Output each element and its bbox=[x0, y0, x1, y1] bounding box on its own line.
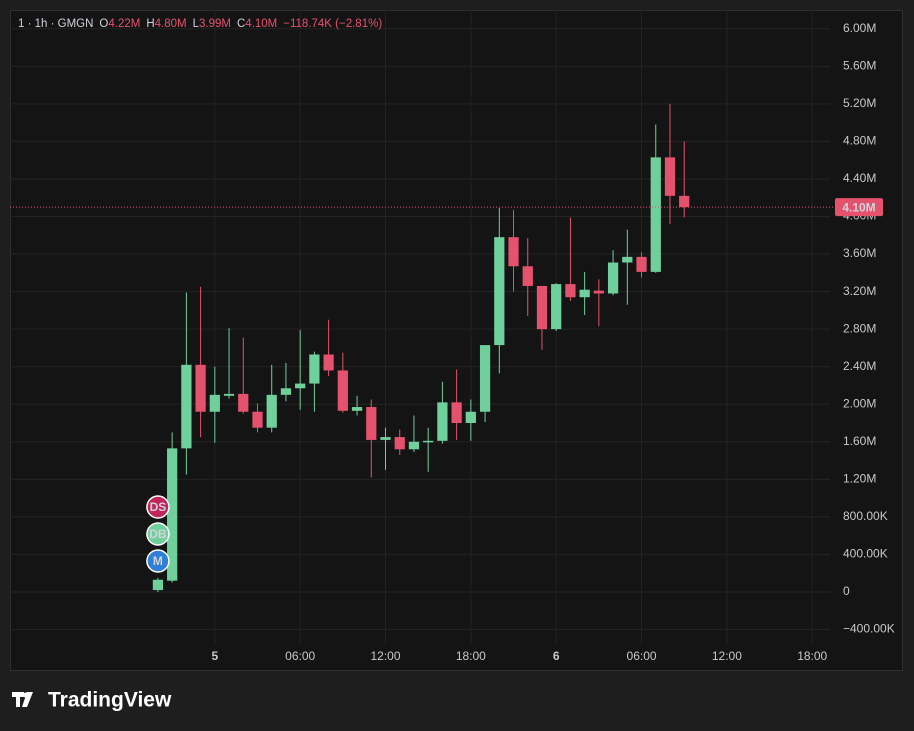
y-tick-label: 2.00M bbox=[843, 396, 876, 410]
event-marker bbox=[146, 522, 170, 546]
ohlc-value: 4.22M bbox=[108, 18, 140, 30]
change: −118.74K (−2.81%) bbox=[283, 18, 382, 30]
candle-body bbox=[579, 289, 590, 298]
event-marker bbox=[146, 549, 170, 573]
candle-body bbox=[366, 407, 377, 440]
candle-body bbox=[622, 256, 633, 263]
candle-body bbox=[465, 411, 476, 424]
candle-body bbox=[323, 354, 334, 371]
logo: TradingView bbox=[12, 689, 172, 712]
logo-dot bbox=[23, 692, 29, 698]
ohlc-key: L bbox=[193, 18, 200, 30]
candle-body bbox=[650, 157, 661, 272]
y-tick-label: 1.60M bbox=[843, 434, 876, 448]
ohlc-key: C bbox=[237, 18, 245, 30]
brand: TradingView bbox=[48, 689, 172, 712]
header: 1 · 1h · GMGN O4.22M H4.80M L3.99M C4.10M −11… bbox=[18, 18, 382, 30]
event-marker-label: M bbox=[153, 554, 163, 568]
ohlc-key: O bbox=[99, 18, 108, 30]
candle-body bbox=[679, 195, 690, 208]
candle-body bbox=[565, 284, 576, 298]
candle-body bbox=[266, 394, 277, 428]
candle-body bbox=[167, 448, 178, 581]
candle-body bbox=[238, 393, 249, 412]
x-tick-label: 12:00 bbox=[370, 649, 400, 663]
candle-body bbox=[664, 157, 676, 196]
y-tick-label: 2.80M bbox=[843, 321, 876, 335]
candle-body bbox=[380, 437, 391, 440]
x-tick-label: 12:00 bbox=[712, 649, 742, 663]
candle-body bbox=[536, 285, 548, 330]
x-tick-label: 18:00 bbox=[797, 649, 827, 663]
x-tick-label: 06:00 bbox=[285, 649, 315, 663]
candle-body bbox=[494, 237, 505, 346]
symbol: 1 · 1h · GMGN bbox=[18, 18, 93, 30]
y-tick-label: 3.20M bbox=[843, 284, 876, 298]
candle-body bbox=[309, 354, 320, 384]
ohlc-key: H bbox=[146, 18, 154, 30]
x-tick-label: 06:00 bbox=[627, 649, 657, 663]
y-tick-label: −400.00K bbox=[843, 622, 895, 636]
y-tick-label: 1.20M bbox=[843, 471, 876, 485]
candle-body bbox=[209, 394, 220, 412]
candle-body bbox=[351, 407, 363, 411]
x-tick-label: 5 bbox=[211, 649, 218, 663]
event-marker-label: DB bbox=[149, 527, 167, 541]
candle-body bbox=[551, 284, 562, 330]
candle-body bbox=[408, 441, 420, 450]
candle-body bbox=[437, 402, 448, 441]
y-tick-label: 6.00M bbox=[843, 21, 876, 35]
last-price-label: 4.10M bbox=[842, 200, 875, 214]
candle-body bbox=[152, 579, 164, 591]
x-tick-label: 6 bbox=[553, 649, 560, 663]
candle-body bbox=[451, 402, 462, 424]
y-tick-label: 4.80M bbox=[843, 134, 876, 148]
y-tick-label: 400.00K bbox=[843, 547, 888, 561]
candle-body bbox=[522, 266, 533, 286]
x-tick-label: 18:00 bbox=[456, 649, 486, 663]
last-price-box bbox=[835, 198, 883, 217]
y-tick-label: 5.60M bbox=[843, 58, 876, 72]
y-tick-label: 5.20M bbox=[843, 96, 876, 110]
candle-body bbox=[252, 411, 263, 428]
grid bbox=[10, 10, 830, 645]
candle-body bbox=[607, 262, 619, 294]
candle-body bbox=[593, 290, 604, 294]
ohlc-value: 4.10M bbox=[245, 18, 277, 30]
candle-body bbox=[280, 388, 292, 395]
y-tick-label: 800.00K bbox=[843, 509, 888, 523]
ohlc-value: 4.80M bbox=[155, 18, 187, 30]
y-tick-label: 2.40M bbox=[843, 359, 876, 373]
candle-body bbox=[195, 364, 206, 412]
ohlc-value: 3.99M bbox=[199, 18, 231, 30]
logo-icon bbox=[12, 692, 33, 707]
candle-body bbox=[295, 383, 306, 389]
y-tick-label: 4.40M bbox=[843, 171, 876, 185]
event-marker bbox=[146, 495, 170, 519]
candle-body bbox=[479, 345, 491, 412]
candle-body bbox=[508, 237, 519, 267]
candles bbox=[10, 103, 833, 592]
candle-body bbox=[337, 370, 348, 411]
event-marker-label: DS bbox=[150, 500, 167, 514]
candle-body bbox=[636, 256, 647, 272]
candle-body bbox=[394, 437, 405, 450]
candle-body bbox=[423, 440, 434, 443]
chart-panel bbox=[10, 10, 903, 671]
y-tick-label: 0 bbox=[843, 584, 850, 598]
labels: 6.00M5.60M5.20M4.80M4.40M4.00M3.60M3.20M… bbox=[18, 18, 895, 663]
candle-body bbox=[223, 393, 235, 396]
y-tick-label: 3.60M bbox=[843, 246, 876, 260]
candle-body bbox=[181, 364, 192, 449]
